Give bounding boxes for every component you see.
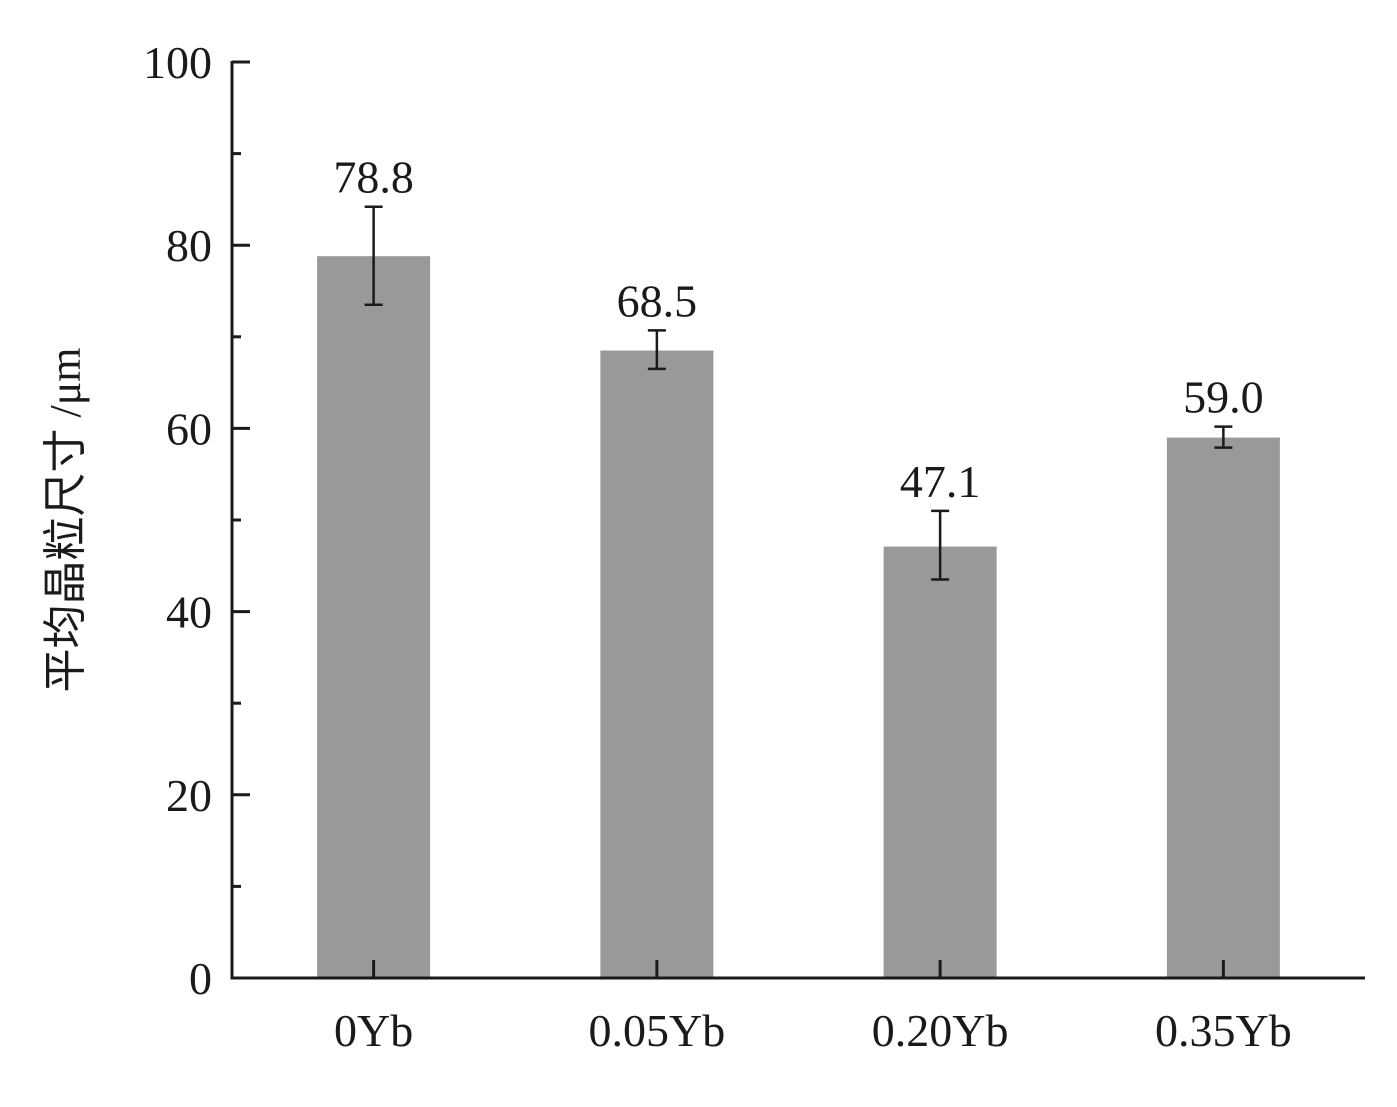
x-tick-label: 0.05Yb (589, 1005, 726, 1056)
value-labels: 78.8 68.5 47.1 59.0 (333, 152, 1263, 507)
y-axis-ticks: 0 20 40 60 80 100 (143, 37, 250, 1004)
value-label: 68.5 (617, 275, 698, 326)
y-tick-label: 60 (166, 403, 212, 454)
value-label: 59.0 (1183, 372, 1264, 423)
value-label: 78.8 (333, 152, 414, 203)
y-tick-label: 100 (143, 37, 212, 88)
x-tick-label: 0.35Yb (1155, 1005, 1292, 1056)
x-tick-label: 0.20Yb (872, 1005, 1009, 1056)
y-tick-label: 40 (166, 587, 212, 638)
y-axis-title: 平均晶粒尺寸 /μm (41, 347, 90, 692)
y-tick-label: 80 (166, 220, 212, 271)
x-tick-label: 0Yb (334, 1005, 413, 1056)
bars (317, 256, 1280, 978)
bar-0-20yb (883, 546, 997, 978)
error-bars (364, 205, 1233, 581)
y-tick-label: 20 (166, 770, 212, 821)
bar-0-05yb (600, 350, 714, 978)
x-axis-labels: 0Yb 0.05Yb 0.20Yb 0.35Yb (334, 960, 1292, 1056)
bar-0-35yb (1166, 437, 1280, 978)
y-tick-label: 0 (189, 953, 212, 1004)
value-label: 47.1 (900, 456, 981, 507)
bar-0yb (317, 256, 431, 978)
